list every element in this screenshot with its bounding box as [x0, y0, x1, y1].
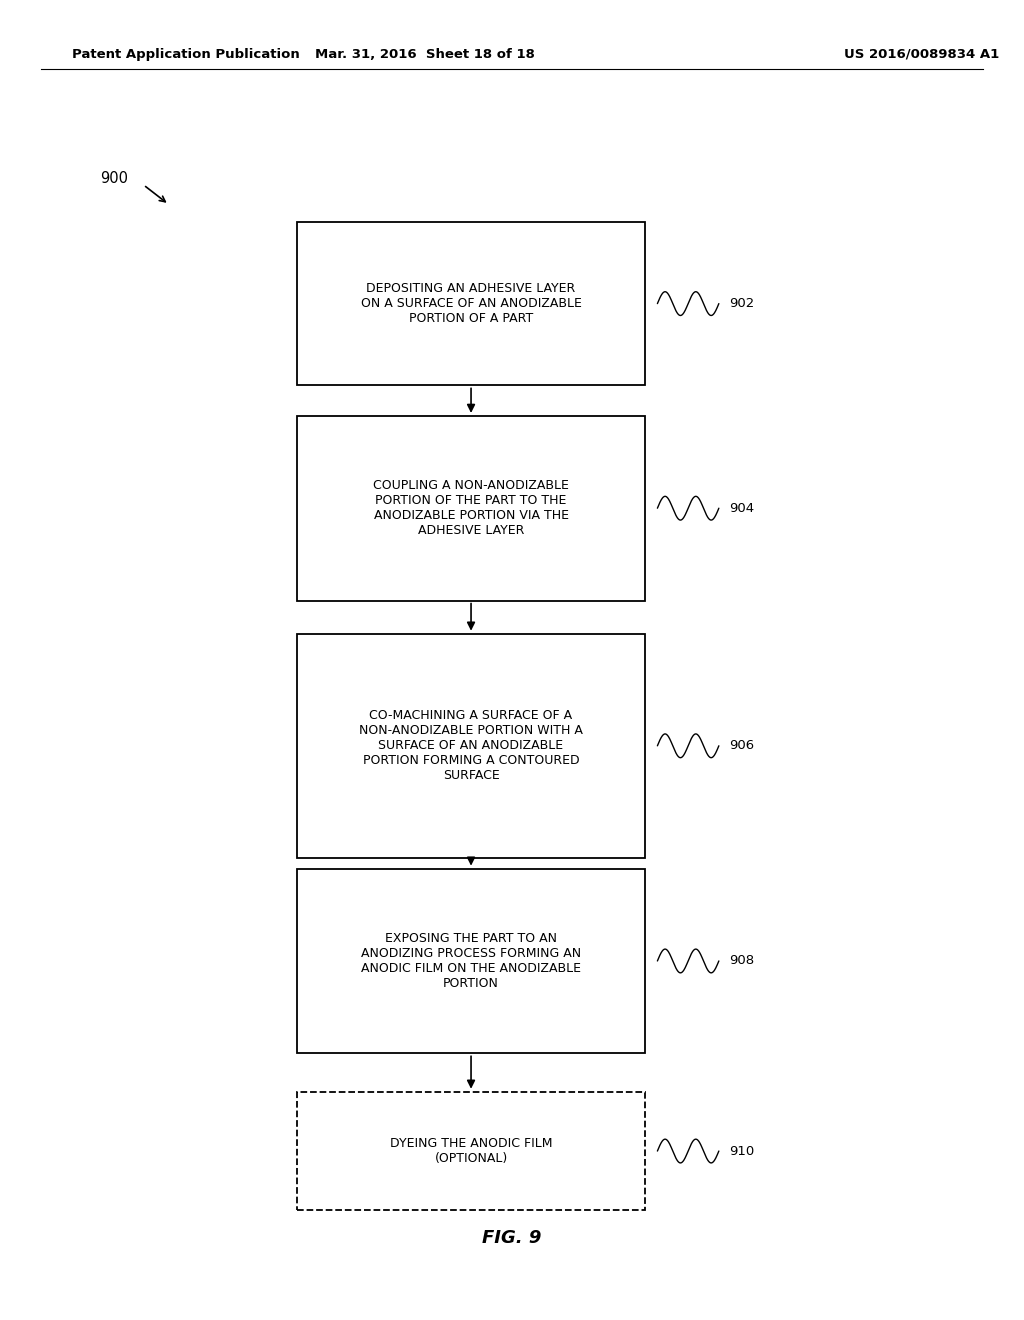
- FancyBboxPatch shape: [297, 869, 645, 1053]
- Text: 908: 908: [729, 954, 755, 968]
- Text: 904: 904: [729, 502, 755, 515]
- Text: 906: 906: [729, 739, 755, 752]
- Text: 910: 910: [729, 1144, 755, 1158]
- Text: 902: 902: [729, 297, 755, 310]
- FancyBboxPatch shape: [297, 416, 645, 601]
- Text: Mar. 31, 2016  Sheet 18 of 18: Mar. 31, 2016 Sheet 18 of 18: [315, 48, 535, 61]
- FancyBboxPatch shape: [297, 634, 645, 858]
- FancyBboxPatch shape: [297, 222, 645, 385]
- Text: COUPLING A NON-ANODIZABLE
PORTION OF THE PART TO THE
ANODIZABLE PORTION VIA THE
: COUPLING A NON-ANODIZABLE PORTION OF THE…: [373, 479, 569, 537]
- FancyBboxPatch shape: [297, 1092, 645, 1210]
- Text: DYEING THE ANODIC FILM
(OPTIONAL): DYEING THE ANODIC FILM (OPTIONAL): [390, 1137, 552, 1166]
- Text: CO-MACHINING A SURFACE OF A
NON-ANODIZABLE PORTION WITH A
SURFACE OF AN ANODIZAB: CO-MACHINING A SURFACE OF A NON-ANODIZAB…: [359, 709, 583, 783]
- Text: DEPOSITING AN ADHESIVE LAYER
ON A SURFACE OF AN ANODIZABLE
PORTION OF A PART: DEPOSITING AN ADHESIVE LAYER ON A SURFAC…: [360, 282, 582, 325]
- Text: Patent Application Publication: Patent Application Publication: [72, 48, 299, 61]
- Text: 900: 900: [100, 170, 128, 186]
- Text: EXPOSING THE PART TO AN
ANODIZING PROCESS FORMING AN
ANODIC FILM ON THE ANODIZAB: EXPOSING THE PART TO AN ANODIZING PROCES…: [361, 932, 581, 990]
- Text: US 2016/0089834 A1: US 2016/0089834 A1: [844, 48, 999, 61]
- Text: FIG. 9: FIG. 9: [482, 1229, 542, 1247]
